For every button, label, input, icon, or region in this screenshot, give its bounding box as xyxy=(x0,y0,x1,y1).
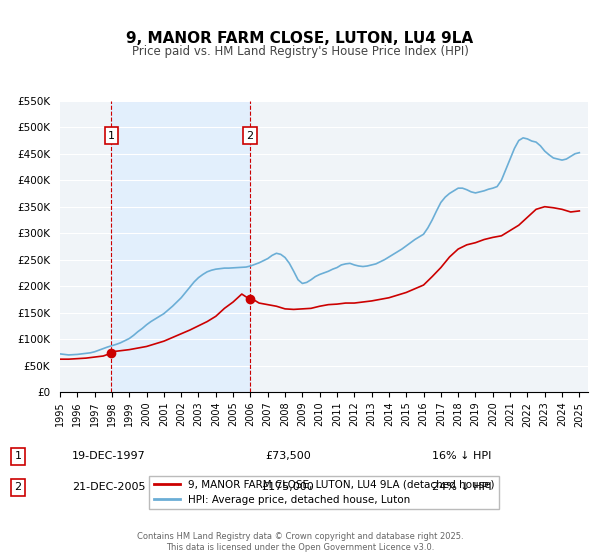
Text: 2: 2 xyxy=(247,130,253,141)
Text: Price paid vs. HM Land Registry's House Price Index (HPI): Price paid vs. HM Land Registry's House … xyxy=(131,45,469,58)
Text: 21-DEC-2005: 21-DEC-2005 xyxy=(72,482,146,492)
Text: £73,500: £73,500 xyxy=(265,451,311,461)
Text: 24% ↓ HPI: 24% ↓ HPI xyxy=(432,482,491,492)
Text: Contains HM Land Registry data © Crown copyright and database right 2025.
This d: Contains HM Land Registry data © Crown c… xyxy=(137,532,463,552)
Text: 1: 1 xyxy=(14,451,22,461)
Bar xyxy=(112,101,250,392)
Text: 9, MANOR FARM CLOSE, LUTON, LU4 9LA: 9, MANOR FARM CLOSE, LUTON, LU4 9LA xyxy=(127,31,473,46)
Text: 19-DEC-1997: 19-DEC-1997 xyxy=(72,451,146,461)
Text: 2: 2 xyxy=(14,482,22,492)
Text: 16% ↓ HPI: 16% ↓ HPI xyxy=(432,451,491,461)
Text: 1: 1 xyxy=(108,130,115,141)
Text: £175,000: £175,000 xyxy=(262,482,314,492)
Legend: 9, MANOR FARM CLOSE, LUTON, LU4 9LA (detached house), HPI: Average price, detach: 9, MANOR FARM CLOSE, LUTON, LU4 9LA (det… xyxy=(149,475,499,509)
